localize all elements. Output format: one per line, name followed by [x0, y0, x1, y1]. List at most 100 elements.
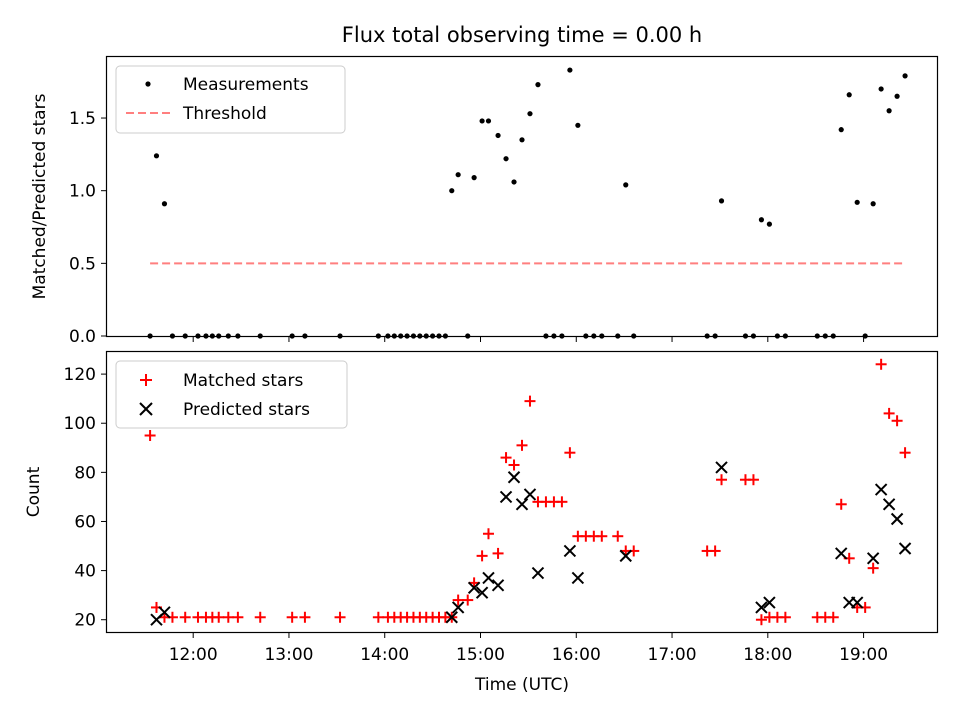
predicted-star-point-11 — [523, 488, 537, 501]
predicted-star-point-8 — [499, 490, 513, 504]
count-x-ticks: 12:00 13:00 14:00 15:00 16:00 17:00 18:00 19:00 — [169, 632, 888, 665]
matched-star-point-57 — [779, 611, 791, 623]
matched-stars-legend-marker — [140, 374, 152, 386]
x-tick-label-14-00: 14:00 — [360, 645, 409, 665]
predicted-star-point-13 — [563, 544, 577, 558]
matched-star-point-40 — [556, 496, 568, 508]
matched-star-point-12 — [286, 611, 298, 623]
predicted-star-point-9 — [507, 471, 521, 484]
matched-star-point-35 — [516, 439, 528, 451]
matched-star-point-60 — [827, 611, 839, 623]
matched-star-point-69 — [899, 447, 911, 459]
matched-star-point-0 — [144, 430, 156, 442]
matched-star-point-33 — [500, 452, 512, 464]
predicted-star-point-26 — [898, 542, 912, 555]
predicted-star-point-19 — [835, 547, 848, 560]
ratio-y-tick-label-2: 1.0 — [69, 182, 96, 202]
matched-star-point-67 — [883, 407, 895, 419]
matched-star-point-14 — [334, 611, 346, 623]
predicted-star-point-5 — [475, 586, 489, 599]
count-y-tick-label-1: 40 — [74, 562, 96, 582]
measurement-point-51 — [718, 198, 725, 204]
matched-star-point-11 — [254, 611, 266, 623]
matched-stars-legend-label: Matched stars — [183, 371, 303, 391]
measurement-point-32 — [495, 132, 501, 139]
matched-star-point-36 — [524, 395, 536, 407]
predicted-stars-legend-label: Predicted stars — [183, 400, 310, 420]
x-tick-label-15-00: 15:00 — [456, 645, 505, 665]
measurement-point-55 — [766, 221, 773, 227]
matched-star-point-30 — [476, 550, 488, 562]
matched-star-point-31 — [482, 528, 494, 540]
matched-star-point-8 — [213, 611, 225, 623]
ratio-legend: Measurements Threshold — [115, 65, 346, 134]
predicted-star-point-18 — [763, 596, 776, 609]
measurement-point-67 — [886, 108, 892, 114]
measurement-point-68 — [894, 93, 900, 99]
ratio-plot-frame — [105, 55, 939, 338]
ratio-x-ticks — [192, 336, 865, 342]
ratio-legend-box — [115, 65, 346, 134]
x-tick-label-18-00: 18:00 — [743, 645, 792, 665]
count-legend-box — [115, 360, 348, 429]
measurement-point-34 — [511, 179, 517, 185]
x-tick-label-13-00: 13:00 — [264, 645, 313, 665]
measurement-point-26 — [449, 188, 455, 194]
measurement-point-27 — [455, 172, 461, 178]
matched-star-point-46 — [612, 530, 624, 542]
predicted-star-point-3 — [451, 601, 465, 614]
predicted-star-point-15 — [619, 549, 632, 563]
ratio-y-tick-label-1: 0.5 — [69, 254, 96, 274]
ratio-y-ticks: 0.0 0.5 1.0 1.5 — [69, 109, 107, 347]
measurement-point-61 — [838, 127, 844, 133]
measurement-point-33 — [503, 156, 509, 162]
measurement-point-35 — [519, 137, 525, 143]
count-plot-frame — [105, 350, 939, 634]
matched-star-point-61 — [835, 498, 847, 510]
count-panel: 12:00 13:00 14:00 15:00 16:00 17:00 18:00 19:00… — [24, 350, 939, 695]
predicted-star-point-17 — [755, 601, 768, 614]
matched-star-point-15 — [372, 611, 384, 623]
matched-star-point-54 — [755, 614, 767, 626]
matched-star-point-27 — [452, 594, 464, 606]
matched-star-point-51 — [716, 474, 728, 486]
measurement-point-63 — [854, 199, 860, 205]
matched-star-point-13 — [299, 611, 311, 623]
ratio-y-tick-label-3: 1.5 — [69, 109, 96, 129]
predicted-star-point-6 — [482, 571, 495, 585]
measurement-point-1 — [153, 153, 160, 159]
matched-star-point-10 — [232, 611, 244, 623]
matched-star-point-41 — [564, 447, 576, 459]
matched-star-point-4 — [179, 611, 191, 623]
count-y-axis-label: Count — [24, 466, 44, 517]
count-y-tick-label-5: 120 — [64, 365, 96, 385]
ratio-y-axis-label: Matched/Predicted stars — [30, 93, 50, 299]
predicted-star-point-21 — [850, 596, 864, 609]
matched-star-point-28 — [462, 594, 474, 606]
matched-star-point-53 — [747, 474, 759, 486]
predicted-star-point-14 — [571, 571, 585, 585]
count-y-tick-label-2: 60 — [74, 512, 96, 532]
ratio-panel: 0.0 0.5 1.0 1.5 Matched/Predicted stars Mea… — [30, 55, 939, 347]
measurement-point-29 — [471, 175, 477, 181]
measurement-point-36 — [527, 111, 533, 117]
chart-title: Flux total observing time = 0.00 h — [342, 23, 702, 47]
x-tick-label-16-00: 16:00 — [552, 645, 601, 665]
count-y-tick-label-4: 100 — [64, 414, 96, 434]
measurement-point-62 — [846, 92, 852, 98]
x-tick-label-19-00: 19:00 — [839, 645, 888, 665]
measurement-point-37 — [535, 82, 541, 88]
measurement-point-2 — [161, 201, 168, 207]
predicted-star-point-16 — [715, 461, 728, 474]
predicted-star-point-22 — [866, 552, 880, 565]
matched-star-point-65 — [867, 562, 879, 574]
measurement-point-30 — [479, 118, 485, 124]
threshold-legend-label: Threshold — [182, 104, 267, 124]
predicted-star-point-10 — [515, 498, 529, 511]
matched-star-point-66 — [875, 358, 887, 370]
measurement-point-66 — [878, 86, 884, 92]
count-y-tick-label-3: 80 — [74, 463, 96, 483]
measurements-legend-label: Measurements — [183, 75, 309, 95]
measurement-point-54 — [758, 217, 765, 223]
